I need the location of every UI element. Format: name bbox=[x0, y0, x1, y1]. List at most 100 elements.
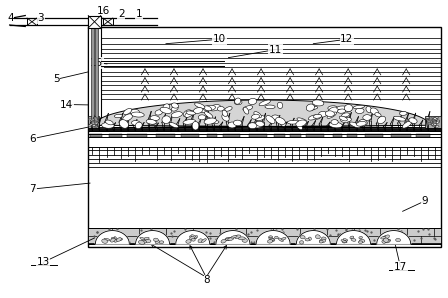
Ellipse shape bbox=[307, 105, 315, 110]
Bar bbox=[274, 134, 285, 137]
Bar bbox=[416, 134, 431, 137]
Bar bbox=[181, 134, 199, 137]
Bar bbox=[109, 134, 122, 137]
Text: 8: 8 bbox=[203, 274, 210, 285]
Ellipse shape bbox=[199, 108, 207, 113]
Ellipse shape bbox=[315, 235, 320, 239]
Ellipse shape bbox=[243, 106, 253, 111]
Ellipse shape bbox=[169, 122, 178, 128]
Ellipse shape bbox=[94, 119, 98, 121]
Ellipse shape bbox=[194, 103, 205, 108]
Ellipse shape bbox=[409, 119, 415, 124]
Ellipse shape bbox=[233, 120, 242, 126]
Ellipse shape bbox=[328, 106, 338, 110]
Ellipse shape bbox=[314, 115, 321, 119]
Ellipse shape bbox=[433, 123, 436, 125]
Ellipse shape bbox=[92, 125, 96, 127]
Ellipse shape bbox=[190, 236, 194, 239]
Ellipse shape bbox=[339, 116, 347, 121]
Ellipse shape bbox=[225, 238, 231, 240]
Text: 12: 12 bbox=[340, 34, 353, 44]
Ellipse shape bbox=[194, 108, 203, 114]
Ellipse shape bbox=[138, 240, 145, 244]
Ellipse shape bbox=[198, 239, 202, 243]
Bar bbox=[88, 228, 440, 244]
Ellipse shape bbox=[435, 117, 439, 119]
Bar bbox=[333, 134, 342, 137]
Ellipse shape bbox=[146, 119, 156, 124]
Bar bbox=[127, 134, 147, 137]
Ellipse shape bbox=[105, 120, 113, 125]
Ellipse shape bbox=[256, 121, 264, 126]
Ellipse shape bbox=[93, 117, 97, 118]
Polygon shape bbox=[336, 231, 370, 244]
Ellipse shape bbox=[221, 239, 226, 243]
Polygon shape bbox=[136, 231, 169, 244]
Bar bbox=[88, 117, 99, 128]
Bar bbox=[207, 134, 217, 137]
Ellipse shape bbox=[231, 235, 237, 238]
Text: 5: 5 bbox=[53, 74, 60, 84]
Ellipse shape bbox=[119, 120, 129, 128]
Ellipse shape bbox=[426, 117, 430, 119]
Ellipse shape bbox=[192, 122, 199, 130]
Ellipse shape bbox=[191, 238, 195, 241]
Ellipse shape bbox=[383, 236, 387, 239]
Text: 16: 16 bbox=[97, 6, 110, 16]
Ellipse shape bbox=[300, 236, 305, 239]
Text: 13: 13 bbox=[36, 257, 50, 267]
Polygon shape bbox=[377, 231, 411, 244]
Ellipse shape bbox=[429, 118, 433, 120]
Ellipse shape bbox=[234, 235, 241, 239]
Ellipse shape bbox=[93, 120, 97, 121]
Bar bbox=[88, 128, 440, 131]
Ellipse shape bbox=[355, 108, 364, 114]
Ellipse shape bbox=[265, 105, 275, 109]
Ellipse shape bbox=[110, 238, 115, 242]
Ellipse shape bbox=[343, 239, 348, 241]
Ellipse shape bbox=[329, 122, 342, 128]
Text: 17: 17 bbox=[394, 262, 407, 272]
Ellipse shape bbox=[319, 240, 323, 243]
Ellipse shape bbox=[242, 238, 247, 242]
Ellipse shape bbox=[114, 114, 122, 118]
Ellipse shape bbox=[145, 240, 151, 243]
Ellipse shape bbox=[433, 124, 437, 125]
Ellipse shape bbox=[162, 116, 171, 123]
Text: 10: 10 bbox=[213, 34, 226, 44]
Ellipse shape bbox=[409, 118, 417, 123]
Ellipse shape bbox=[238, 237, 245, 240]
Ellipse shape bbox=[328, 107, 338, 114]
Ellipse shape bbox=[132, 121, 141, 125]
Polygon shape bbox=[256, 231, 290, 244]
Ellipse shape bbox=[305, 238, 310, 241]
Text: 2: 2 bbox=[118, 9, 125, 19]
Ellipse shape bbox=[402, 121, 412, 128]
Ellipse shape bbox=[431, 124, 435, 125]
Ellipse shape bbox=[275, 236, 278, 239]
Ellipse shape bbox=[185, 111, 194, 117]
Ellipse shape bbox=[429, 119, 433, 121]
Ellipse shape bbox=[124, 108, 132, 114]
Ellipse shape bbox=[159, 241, 164, 244]
Ellipse shape bbox=[342, 240, 346, 243]
Bar bbox=[88, 15, 101, 28]
Ellipse shape bbox=[191, 235, 196, 239]
Ellipse shape bbox=[248, 123, 257, 129]
Ellipse shape bbox=[135, 122, 142, 129]
Ellipse shape bbox=[172, 103, 178, 108]
Ellipse shape bbox=[113, 237, 116, 241]
Ellipse shape bbox=[432, 124, 435, 126]
Bar bbox=[306, 134, 324, 137]
Ellipse shape bbox=[93, 117, 97, 119]
Ellipse shape bbox=[190, 237, 195, 240]
Ellipse shape bbox=[300, 241, 304, 244]
Bar bbox=[88, 18, 101, 125]
Ellipse shape bbox=[123, 114, 133, 121]
Ellipse shape bbox=[91, 122, 95, 123]
Ellipse shape bbox=[319, 111, 327, 117]
Ellipse shape bbox=[204, 112, 213, 118]
Ellipse shape bbox=[426, 117, 429, 118]
Ellipse shape bbox=[384, 235, 389, 239]
Ellipse shape bbox=[350, 122, 360, 128]
